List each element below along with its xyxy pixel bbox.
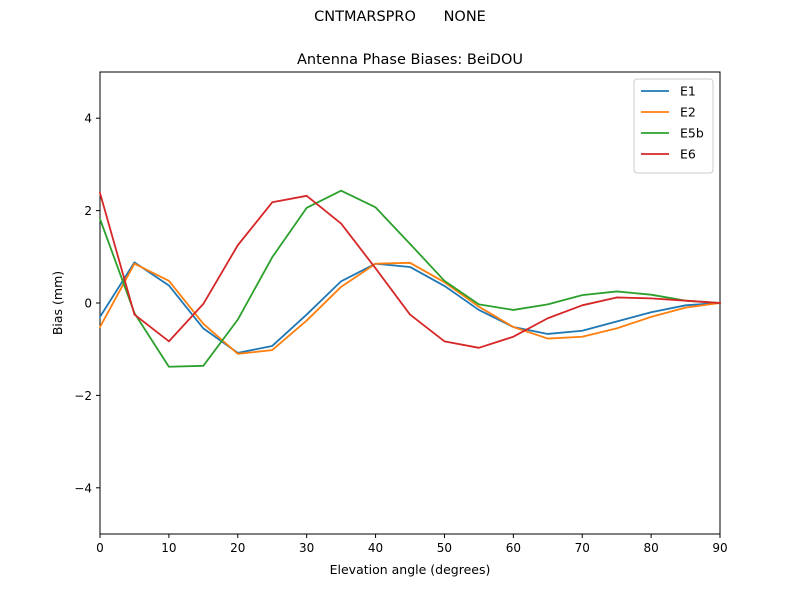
plot-area [99, 71, 721, 535]
legend-label-e2: E2 [680, 105, 696, 120]
y-tick-label: 2 [84, 204, 92, 218]
x-tick-label: 70 [575, 541, 590, 555]
x-tick-label: 80 [643, 541, 658, 555]
series-line-e2 [98, 261, 722, 355]
y-tick-label: −4 [74, 481, 92, 495]
x-axis-label: Elevation angle (degrees) [330, 562, 491, 577]
x-tick-label: 40 [368, 541, 383, 555]
x-tick-label: 0 [96, 541, 104, 555]
chart-title: Antenna Phase Biases: BeiDOU [297, 52, 523, 68]
y-tick-label: −2 [74, 389, 92, 403]
legend: E1 E2 E5b E6 [633, 78, 714, 174]
series-line-e6 [98, 191, 721, 349]
series-line-e1 [98, 261, 721, 354]
y-axis: −4 −2 0 2 4 [74, 112, 100, 495]
legend-box [633, 78, 714, 174]
y-tick-label: 0 [84, 297, 92, 311]
plot-frame [99, 71, 721, 535]
series-line-e5b [98, 189, 721, 368]
x-tick-label: 10 [161, 541, 176, 555]
y-axis-label: Bias (mm) [50, 271, 65, 335]
x-axis: 0 10 20 30 40 50 60 70 80 90 [96, 534, 728, 555]
x-tick-label: 30 [299, 541, 314, 555]
legend-label-e5b: E5b [680, 126, 704, 141]
y-tick-label: 4 [84, 112, 92, 126]
figure-suptitle: CNTMARSPRO NONE [314, 9, 486, 25]
x-tick-label: 90 [712, 541, 727, 555]
legend-label-e6: E6 [680, 147, 696, 162]
series-lines [98, 189, 722, 368]
x-tick-label: 20 [230, 541, 245, 555]
x-tick-label: 60 [506, 541, 521, 555]
x-tick-label: 50 [437, 541, 452, 555]
legend-label-e1: E1 [680, 84, 696, 99]
